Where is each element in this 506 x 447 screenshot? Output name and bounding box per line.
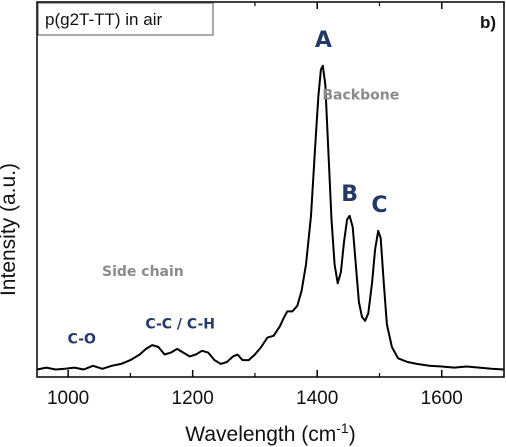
chart-title: p(g2T-TT) in air (45, 10, 162, 29)
annotation-5: C-O (68, 331, 96, 347)
annotation-1: B (341, 182, 358, 207)
x-tick-label-1: 1200 (172, 388, 214, 409)
plot-layer (37, 66, 504, 370)
annotation-4: Side chain (102, 264, 184, 280)
x-tick-label-2: 1400 (296, 388, 338, 409)
annotation-6: C-C / C-H (145, 316, 215, 332)
x-axis-title: Wavelength (cm-1) (185, 420, 355, 446)
panel-label: b) (480, 13, 496, 32)
annotation-2: C (371, 193, 387, 218)
annotation-0: A (315, 28, 332, 53)
y-axis-title: Intensity (a.u.) (0, 163, 20, 296)
x-tick-label-3: 1600 (421, 388, 463, 409)
plot-frame (37, 2, 504, 377)
x-tick-label-0: 1000 (47, 388, 89, 409)
spectrum-line-0 (37, 66, 504, 370)
annotation-3: Backbone (322, 88, 399, 104)
annotation-layer: A B C Backbone Side chain C-O C-C / C-H (68, 28, 400, 347)
